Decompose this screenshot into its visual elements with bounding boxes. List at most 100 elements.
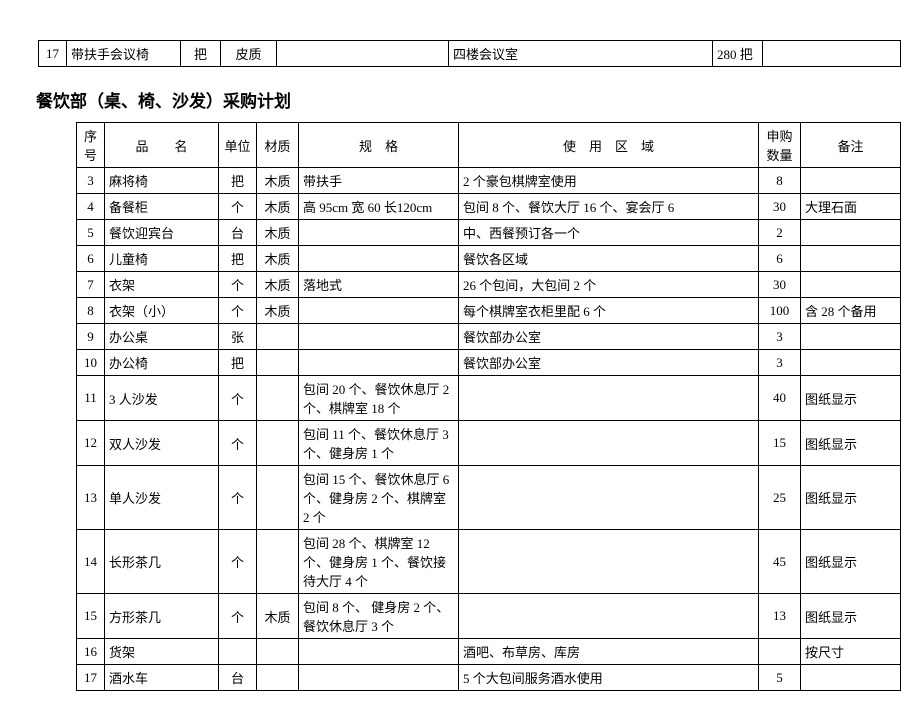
col-spec: 规 格: [299, 123, 459, 168]
cell-unit: 个: [219, 376, 257, 421]
table-row: 13单人沙发个包间 15 个、餐饮休息厅 6 个、健身房 2 个、棋牌室 2 个…: [77, 466, 901, 530]
cell-area: 2 个豪包棋牌室使用: [459, 168, 759, 194]
cell-name: 货架: [105, 639, 219, 665]
cell-qty: 3: [759, 350, 801, 376]
cell-name: 办公椅: [105, 350, 219, 376]
cell-qty: 3: [759, 324, 801, 350]
cell-qty: 100: [759, 298, 801, 324]
cell-no: 9: [77, 324, 105, 350]
cell-unit: 台: [219, 665, 257, 691]
cell-spec: 包间 15 个、餐饮休息厅 6 个、健身房 2 个、棋牌室 2 个: [299, 466, 459, 530]
cell-material: 木质: [257, 220, 299, 246]
cell-qty: [759, 639, 801, 665]
table-row: 14长形茶几个包间 28 个、棋牌室 12 个、健身房 1 个、餐饮接待大厅 4…: [77, 530, 901, 594]
cell-qty: 8: [759, 168, 801, 194]
table-row: 9办公桌张 餐饮部办公室3: [77, 324, 901, 350]
cell-spec: [299, 220, 459, 246]
cell-no: 17: [39, 41, 67, 67]
cell-name: 麻将椅: [105, 168, 219, 194]
cell-area: 餐饮部办公室: [459, 350, 759, 376]
cell-name: 酒水车: [105, 665, 219, 691]
cell-qty: 45: [759, 530, 801, 594]
cell-name: 餐饮迎宾台: [105, 220, 219, 246]
cell-remark: 图纸显示: [801, 594, 901, 639]
cell-remark: 按尺寸: [801, 639, 901, 665]
cell-qty: 5: [759, 665, 801, 691]
top-table: 17 带扶手会议椅 把 皮质 四楼会议室 280 把: [38, 40, 901, 67]
table-row: 7衣架个木质落地式26 个包间，大包间 2 个30: [77, 272, 901, 298]
cell-no: 15: [77, 594, 105, 639]
cell-name: 长形茶几: [105, 530, 219, 594]
cell-spec: [299, 324, 459, 350]
cell-spec: 落地式: [299, 272, 459, 298]
cell-unit: 把: [181, 41, 221, 67]
col-qty: 申购数量: [759, 123, 801, 168]
cell-no: 3: [77, 168, 105, 194]
cell-material: 木质: [257, 298, 299, 324]
cell-unit: [219, 639, 257, 665]
cell-spec: 包间 8 个、 健身房 2 个、餐饮休息厅 3 个: [299, 594, 459, 639]
col-no: 序号: [77, 123, 105, 168]
cell-area: 每个棋牌室衣柜里配 6 个: [459, 298, 759, 324]
cell-name: 办公桌: [105, 324, 219, 350]
cell-spec: [299, 639, 459, 665]
cell-name: 衣架: [105, 272, 219, 298]
main-table: 序号 品 名 单位 材质 规 格 使 用 区 域 申购数量 备注 3麻将椅把木质…: [76, 122, 901, 691]
cell-no: 14: [77, 530, 105, 594]
cell-area: 四楼会议室: [449, 41, 713, 67]
cell-material: 木质: [257, 194, 299, 220]
cell-no: 6: [77, 246, 105, 272]
cell-remark: 图纸显示: [801, 421, 901, 466]
cell-no: 4: [77, 194, 105, 220]
cell-remark: [801, 324, 901, 350]
cell-remark: 含 28 个备用: [801, 298, 901, 324]
col-name: 品 名: [105, 123, 219, 168]
cell-spec: 包间 28 个、棋牌室 12 个、健身房 1 个、餐饮接待大厅 4 个: [299, 530, 459, 594]
cell-area: [459, 376, 759, 421]
table-row: 12双人沙发个包间 11 个、餐饮休息厅 3 个、健身房 1 个15图纸显示: [77, 421, 901, 466]
cell-qty: 13: [759, 594, 801, 639]
cell-remark: [801, 220, 901, 246]
cell-unit: 台: [219, 220, 257, 246]
table-row: 17 带扶手会议椅 把 皮质 四楼会议室 280 把: [39, 41, 901, 67]
cell-no: 5: [77, 220, 105, 246]
cell-qty: 6: [759, 246, 801, 272]
cell-spec: [277, 41, 449, 67]
cell-unit: 个: [219, 466, 257, 530]
cell-material: 木质: [257, 168, 299, 194]
table-row: 113 人沙发个包间 20 个、餐饮休息厅 2 个、棋牌室 18 个40图纸显示: [77, 376, 901, 421]
cell-area: [459, 421, 759, 466]
cell-remark: [801, 272, 901, 298]
cell-qty: 30: [759, 194, 801, 220]
cell-area: 中、西餐预订各一个: [459, 220, 759, 246]
cell-no: 10: [77, 350, 105, 376]
cell-name: 衣架（小）: [105, 298, 219, 324]
cell-area: 包间 8 个、餐饮大厅 16 个、宴会厅 6: [459, 194, 759, 220]
cell-remark: 大理石面: [801, 194, 901, 220]
cell-name: 双人沙发: [105, 421, 219, 466]
cell-area: 餐饮部办公室: [459, 324, 759, 350]
table-row: 6儿童椅把木质餐饮各区域6: [77, 246, 901, 272]
cell-material: 皮质: [221, 41, 277, 67]
cell-remark: [801, 246, 901, 272]
cell-unit: 个: [219, 194, 257, 220]
table-row: 15方形茶几个木质包间 8 个、 健身房 2 个、餐饮休息厅 3 个13图纸显示: [77, 594, 901, 639]
cell-spec: 包间 20 个、餐饮休息厅 2 个、棋牌室 18 个: [299, 376, 459, 421]
cell-spec: [299, 350, 459, 376]
cell-no: 16: [77, 639, 105, 665]
cell-name: 3 人沙发: [105, 376, 219, 421]
cell-unit: 个: [219, 421, 257, 466]
cell-qty: 25: [759, 466, 801, 530]
cell-material: [257, 350, 299, 376]
cell-unit: 个: [219, 530, 257, 594]
cell-no: 7: [77, 272, 105, 298]
section-title: 餐饮部（桌、椅、沙发）采购计划: [36, 87, 900, 112]
cell-remark: 图纸显示: [801, 376, 901, 421]
cell-material: 木质: [257, 272, 299, 298]
cell-remark: [801, 168, 901, 194]
cell-name: 方形茶几: [105, 594, 219, 639]
cell-material: [257, 639, 299, 665]
cell-no: 12: [77, 421, 105, 466]
cell-unit: 张: [219, 324, 257, 350]
cell-qty: 15: [759, 421, 801, 466]
